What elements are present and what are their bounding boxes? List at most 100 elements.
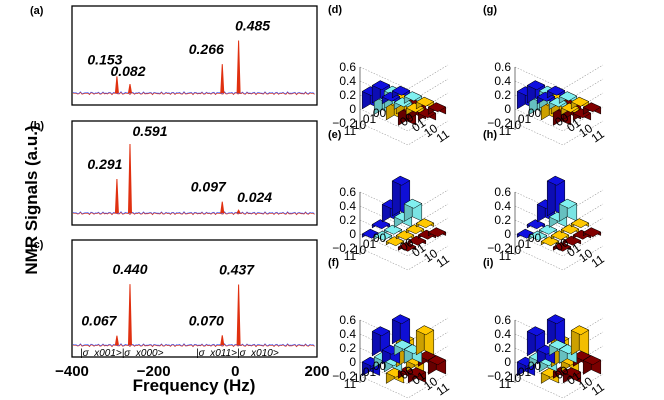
peak-label: 0.266 xyxy=(189,41,224,57)
bar-top xyxy=(562,235,582,246)
row-basis-label: 01 xyxy=(518,365,532,379)
matrix-panel-label: (e) xyxy=(328,129,342,141)
spectrum-panel-label: (c) xyxy=(30,239,44,251)
matrix-bar xyxy=(546,314,566,345)
spectrum-frame xyxy=(71,239,318,358)
spectrum-baseline-red xyxy=(72,91,315,96)
row-basis-label: 00 xyxy=(528,359,542,373)
bar-top xyxy=(540,236,560,247)
z-tick-label: 0.6 xyxy=(339,60,356,74)
matrix-bar xyxy=(558,91,578,104)
spectrum-peak xyxy=(236,209,241,214)
spectrum-peak xyxy=(127,144,132,214)
bar-top xyxy=(526,326,546,337)
z-tick-label: −0.2 xyxy=(332,116,356,130)
matrix-panel-label: (h) xyxy=(483,129,497,141)
z-tick-label: 0 xyxy=(349,102,356,116)
bar-top xyxy=(570,218,590,229)
bar-top xyxy=(391,314,411,325)
matrix-bar xyxy=(570,96,590,110)
bar-top xyxy=(570,96,590,107)
x-tick-label: −200 xyxy=(137,363,171,380)
z-tick-label: 0.6 xyxy=(494,313,511,327)
z-tick-label: 0.2 xyxy=(339,213,356,227)
z-tick-label: 0.4 xyxy=(494,327,511,341)
spectrum-peak xyxy=(127,284,132,346)
bar-top xyxy=(391,85,411,96)
bar-top xyxy=(383,224,403,235)
row-basis-label: 11 xyxy=(499,249,512,263)
matrix-bar xyxy=(562,367,582,384)
bar-top xyxy=(546,85,566,96)
bar-top xyxy=(407,235,427,246)
z-tick-label: 0.4 xyxy=(339,199,356,213)
matrix-bar xyxy=(403,198,423,222)
row-basis-label: 01 xyxy=(363,365,377,379)
bar-top xyxy=(371,219,391,230)
row-basis-label: 10 xyxy=(353,118,367,132)
row-basis-label: 01 xyxy=(518,237,532,251)
spectrum-peak xyxy=(114,335,119,346)
matrix-bar xyxy=(427,227,447,238)
row-basis-label: 10 xyxy=(353,243,367,257)
spectrum-baseline-red xyxy=(72,343,315,348)
row-basis-label: 01 xyxy=(363,237,377,251)
spectrum-panel-label: (a) xyxy=(30,5,44,17)
matrix-bar xyxy=(427,355,447,375)
matrix-bar xyxy=(415,325,435,356)
z-tick-label: 0.4 xyxy=(339,327,356,341)
z-tick-label: 0 xyxy=(504,102,511,116)
bar-top xyxy=(415,96,435,107)
spectrum-panel: 0.067 0.440 0.070 0.437 (c) |σ_x001>|σ_x000> |… xyxy=(30,239,318,359)
matrix-bar xyxy=(558,198,578,222)
matrix-bar xyxy=(550,230,570,241)
matrix-bar xyxy=(405,224,425,235)
bar-top xyxy=(538,224,558,235)
matrix-bar xyxy=(582,227,602,238)
bar-top xyxy=(385,236,405,247)
bar-top xyxy=(397,241,417,252)
z-tick-label: 0 xyxy=(504,355,511,369)
x-tick-label: 200 xyxy=(304,363,329,380)
bar-top xyxy=(550,230,570,241)
ket-annotation: |σ_x011>|σ_x010> xyxy=(196,348,279,359)
x-tick-label: 0 xyxy=(231,363,239,380)
bar-top xyxy=(373,230,393,241)
bar-top xyxy=(395,230,415,241)
bar-top xyxy=(415,218,435,229)
bar-top xyxy=(582,227,602,238)
spectrum-peak xyxy=(114,179,119,214)
z-tick-label: −0.2 xyxy=(332,241,356,255)
matrix-panel-label: (i) xyxy=(483,257,494,269)
z-tick-label: 0.2 xyxy=(339,341,356,355)
row-basis-label: 00 xyxy=(528,106,542,120)
bar-top xyxy=(558,198,578,209)
x-axis-title: Frequency (Hz) xyxy=(133,376,256,395)
matrix-bar xyxy=(570,218,590,229)
matrix-bar xyxy=(560,224,580,235)
bar-top xyxy=(415,325,435,336)
z-tick-label: 0 xyxy=(349,355,356,369)
bar-top xyxy=(403,198,423,209)
row-basis-label: 10 xyxy=(508,243,522,257)
row-basis-label: 11 xyxy=(344,377,357,391)
z-tick-label: 0.2 xyxy=(494,341,511,355)
bar-top xyxy=(582,102,602,113)
matrix-panel-label: (d) xyxy=(328,4,342,16)
row-basis-label: 11 xyxy=(499,377,512,391)
peak-label: 0.591 xyxy=(132,123,167,139)
z-tick-label: 0.4 xyxy=(494,199,511,213)
peak-label: 0.097 xyxy=(191,179,227,195)
spectrum-baseline-blue xyxy=(72,91,315,95)
spectrum-baseline-blue xyxy=(72,343,315,347)
bar-top xyxy=(558,91,578,102)
bar-top xyxy=(371,326,391,337)
matrix-panel-label: (g) xyxy=(483,4,497,16)
bar-top xyxy=(546,314,566,325)
z-tick-label: 0.6 xyxy=(494,60,511,74)
row-basis-label: 11 xyxy=(344,124,357,138)
